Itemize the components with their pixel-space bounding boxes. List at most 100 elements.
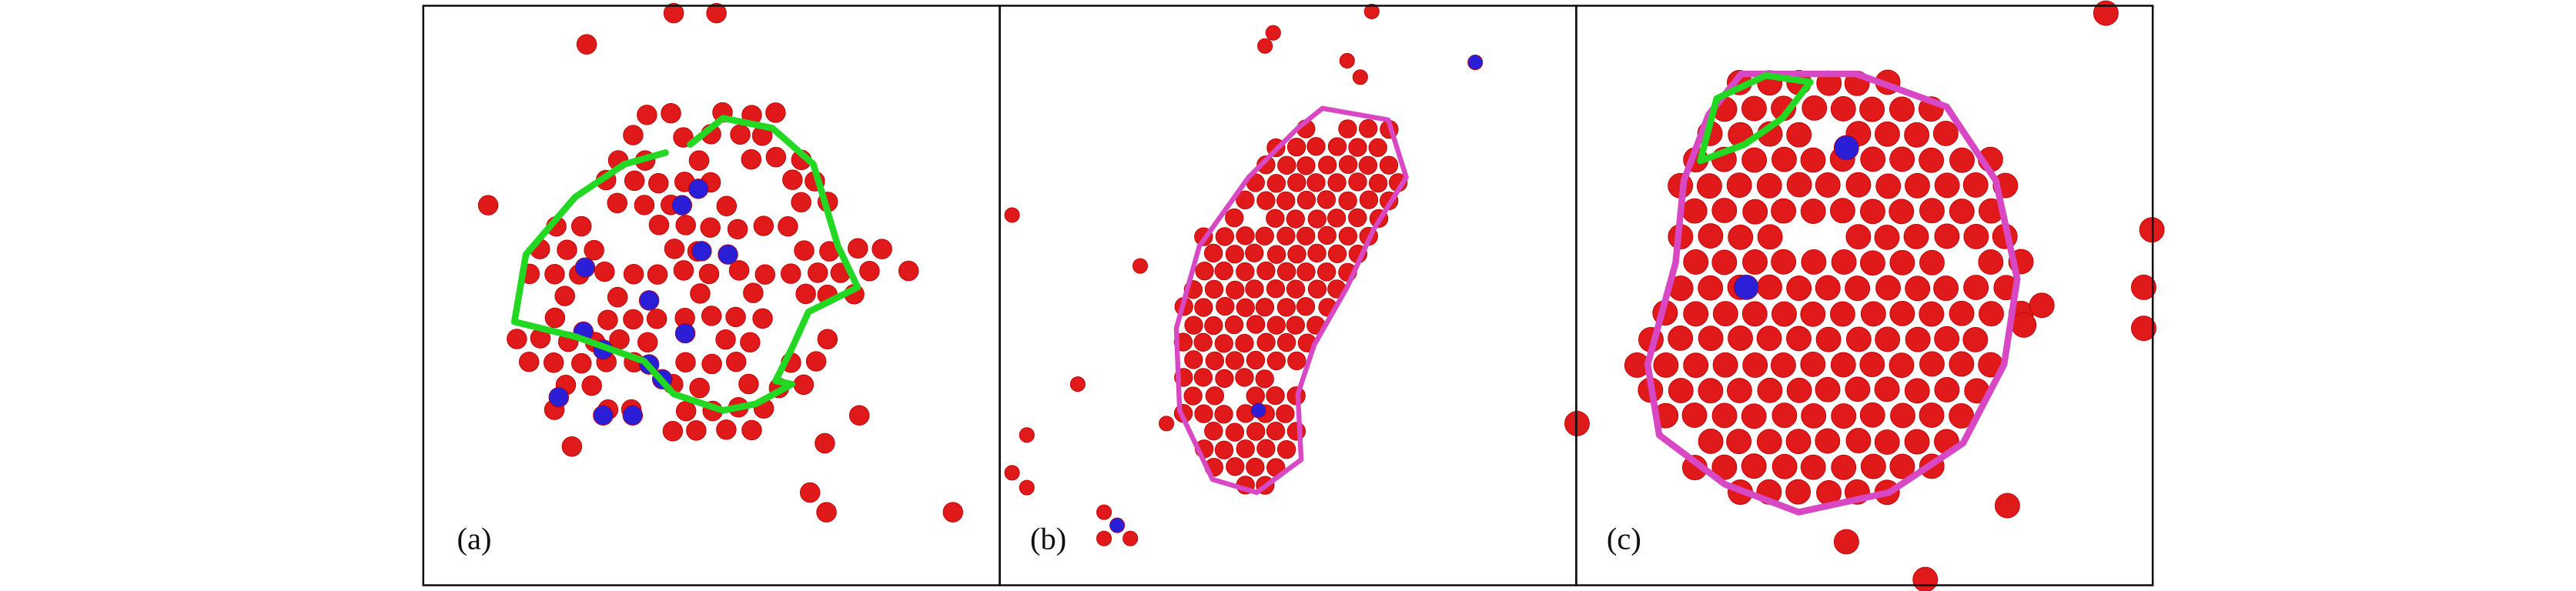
- particle: [1317, 225, 1337, 245]
- particle: [1257, 38, 1273, 54]
- particle: [571, 215, 592, 237]
- particle: [1215, 227, 1235, 246]
- particle: [1756, 172, 1782, 199]
- particle: [1286, 316, 1305, 335]
- particle: [1214, 405, 1233, 424]
- particle: [815, 432, 835, 454]
- particle: [1786, 122, 1812, 148]
- particle: [1204, 279, 1224, 299]
- particle: [1905, 275, 1931, 302]
- particle: [1109, 517, 1126, 533]
- particle: [1845, 428, 1872, 454]
- particle: [1246, 422, 1266, 441]
- particle: [1276, 439, 1296, 459]
- particle: [1348, 208, 1367, 228]
- particle: [1683, 301, 1709, 327]
- particle: [1919, 198, 1945, 224]
- particle: [1096, 504, 1112, 520]
- particle: [1286, 422, 1306, 441]
- particle: [1246, 386, 1265, 406]
- particle: [1831, 403, 1857, 429]
- particle: [1874, 429, 1900, 455]
- particle: [1379, 155, 1399, 175]
- particle: [1712, 352, 1738, 378]
- particle: [1236, 226, 1255, 245]
- particle: [1326, 209, 1347, 228]
- particle: [544, 264, 565, 285]
- particle: [1904, 429, 1930, 455]
- particle: [1316, 262, 1337, 282]
- particle: [1771, 453, 1798, 479]
- particle: [1250, 402, 1266, 419]
- particle: [1255, 369, 1274, 389]
- particle: [1802, 95, 1828, 121]
- particle: [1815, 376, 1841, 402]
- particle: [1358, 119, 1378, 139]
- particle: [1831, 454, 1857, 480]
- particle: [1184, 316, 1203, 335]
- particle: [1698, 275, 1724, 301]
- particle: [1225, 351, 1245, 370]
- particle: [1256, 261, 1276, 281]
- particle: [1215, 369, 1234, 389]
- particle: [1296, 262, 1316, 282]
- particle: [1338, 191, 1357, 211]
- particle: [1889, 249, 1915, 275]
- outlines: [510, 70, 2021, 516]
- particle: [624, 170, 645, 192]
- particle: [1786, 275, 1812, 302]
- particle: [1327, 244, 1347, 263]
- particle: [1296, 297, 1316, 316]
- particle: [594, 261, 615, 282]
- particle: [1193, 332, 1213, 352]
- particle: [648, 172, 669, 194]
- particle: [1236, 298, 1255, 317]
- particle: [1266, 209, 1285, 228]
- particle: [623, 264, 644, 285]
- particle: [765, 102, 786, 123]
- particle: [1266, 245, 1286, 264]
- particle: [675, 215, 696, 235]
- particle: [1698, 429, 1724, 454]
- particle: [1296, 226, 1316, 245]
- particle: [795, 283, 816, 305]
- particle: [1962, 172, 1989, 198]
- particle: [1742, 199, 1768, 225]
- particle: [1019, 427, 1035, 443]
- particle: [647, 264, 668, 285]
- particle: [1801, 249, 1827, 275]
- particle: [727, 219, 748, 240]
- particle: [1236, 190, 1255, 210]
- particle: [816, 502, 837, 523]
- particle: [1368, 173, 1388, 193]
- particle: [1860, 453, 1886, 479]
- particle: [1711, 198, 1738, 223]
- particle: [1226, 280, 1245, 300]
- particle: [794, 240, 815, 261]
- particle: [754, 264, 775, 285]
- particle: [1358, 155, 1378, 175]
- particle: [518, 351, 540, 372]
- particle: [1205, 351, 1225, 371]
- particle: [1800, 454, 1826, 480]
- particle: [1246, 315, 1266, 334]
- particle: [1800, 199, 1826, 224]
- particle: [753, 215, 774, 236]
- particle: [1771, 146, 1797, 172]
- particle: [743, 282, 764, 303]
- particle: [674, 322, 696, 344]
- particle: [1681, 402, 1708, 428]
- particle: [1741, 453, 1767, 479]
- particle: [1287, 351, 1306, 371]
- particle: [1122, 530, 1139, 546]
- particle: [1934, 172, 1960, 199]
- particle: [1363, 3, 1380, 19]
- particle: [1225, 208, 1244, 228]
- particle: [765, 146, 787, 168]
- particle: [597, 309, 618, 331]
- particle: [1698, 223, 1724, 249]
- particle: [1786, 172, 1812, 198]
- particle: [1912, 566, 1939, 591]
- particle: [1226, 457, 1245, 476]
- particle: [1236, 439, 1255, 459]
